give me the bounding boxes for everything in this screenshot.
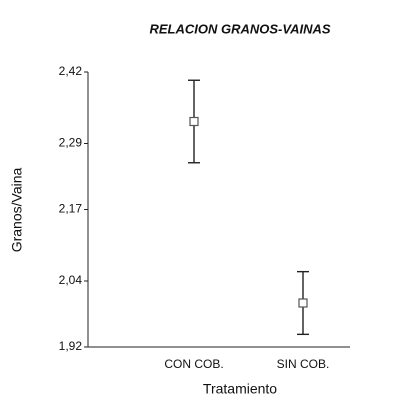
x-tick-label: CON COB. — [164, 357, 223, 371]
y-tick-label: 1,92 — [59, 339, 83, 353]
y-tick-label: 2,17 — [59, 202, 83, 216]
x-tick-label: SIN COB. — [277, 357, 330, 371]
y-tick-label: 2,29 — [59, 136, 83, 150]
y-axis-title: Granos/Vaina — [9, 168, 25, 253]
point-marker — [189, 116, 199, 127]
chart-title: RELACION GRANOS-VAINAS — [149, 21, 330, 36]
y-tick-label: 2,42 — [59, 64, 83, 78]
point-marker — [298, 298, 308, 308]
x-axis-title: Tratamiento — [203, 381, 277, 397]
y-tick-label: 2,04 — [59, 273, 83, 287]
